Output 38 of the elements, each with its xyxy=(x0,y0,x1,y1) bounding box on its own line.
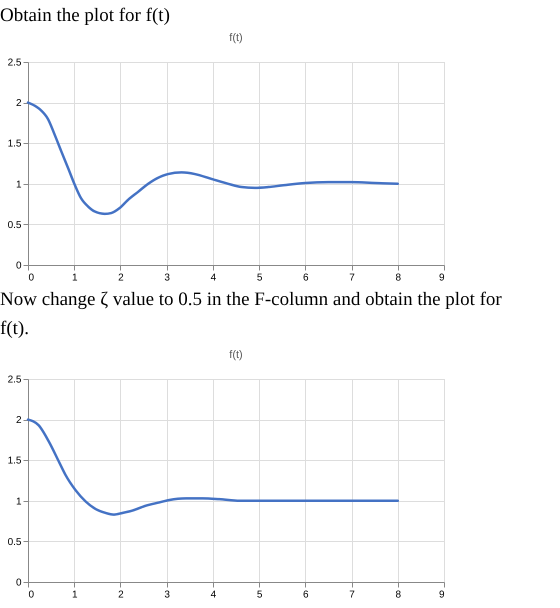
y-tick-label: 1.5 xyxy=(8,138,22,150)
x-tick-label: 3 xyxy=(164,272,170,284)
y-tick-label: 0.5 xyxy=(8,220,22,231)
x-tick-label: 9 xyxy=(438,272,445,284)
x-tick-label: 8 xyxy=(395,272,402,284)
chart-title: f(t) xyxy=(229,32,243,44)
x-tick-label: 0 xyxy=(28,272,34,284)
y-tick-label: 2.5 xyxy=(8,374,22,386)
x-tick-label: 7 xyxy=(349,272,356,284)
x-tick-label: 5 xyxy=(256,272,263,284)
x-tick-label: 6 xyxy=(303,272,310,284)
y-tick-label: 1.5 xyxy=(8,456,22,467)
x-tick-label: 8 xyxy=(395,590,402,600)
chart-title: f(t) xyxy=(229,349,243,361)
y-tick-label: 0.5 xyxy=(8,536,22,548)
y-tick-label: 2.5 xyxy=(8,58,22,68)
text: Now change ζ value to 0.5 in the F-column and obtain the plot for f(t). xyxy=(0,289,502,339)
x-tick-label: 2 xyxy=(118,272,124,284)
x-tick-label: 7 xyxy=(349,590,356,600)
y-tick-label: 0 xyxy=(16,578,22,588)
x-tick-label: 5 xyxy=(256,590,263,600)
x-tick-label: 1 xyxy=(72,590,78,600)
y-tick-label: 2 xyxy=(16,415,22,426)
x-tick-label: 1 xyxy=(72,272,78,284)
y-tick-label: 0 xyxy=(16,260,22,272)
x-tick-label: 0 xyxy=(28,590,34,600)
y-tick-label: 1 xyxy=(16,179,22,190)
x-tick-label: 6 xyxy=(303,590,310,600)
y-tick-label: 2 xyxy=(16,98,22,110)
x-tick-label: 4 xyxy=(210,272,217,284)
x-tick-label: 3 xyxy=(164,590,170,600)
x-tick-label: 9 xyxy=(438,590,445,600)
x-tick-label: 4 xyxy=(210,590,217,600)
line-series xyxy=(26,101,400,216)
x-tick-label: 2 xyxy=(118,590,124,600)
text: Obtain the plot for f(t) xyxy=(0,5,170,26)
line-series xyxy=(26,418,400,516)
y-tick-label: 1 xyxy=(16,496,22,508)
